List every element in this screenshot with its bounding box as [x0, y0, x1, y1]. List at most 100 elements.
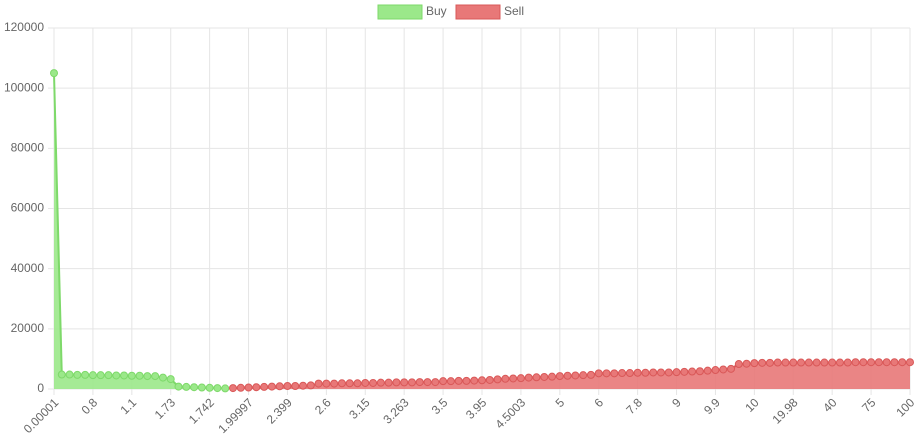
legend-swatch [455, 4, 501, 20]
data-point [711, 366, 720, 375]
data-point [415, 378, 424, 387]
x-tick-label: 1.99997 [215, 395, 256, 436]
legend-label: Buy [426, 4, 447, 18]
data-point [695, 367, 704, 376]
data-point [166, 375, 175, 384]
data-point [610, 369, 619, 378]
data-point [633, 368, 642, 377]
data-point [540, 372, 549, 381]
data-point [509, 374, 518, 383]
data-point [524, 373, 533, 382]
data-point [851, 358, 860, 367]
data-point [267, 382, 276, 391]
data-point [797, 358, 806, 367]
area-fill [54, 73, 226, 389]
data-point [906, 358, 914, 367]
data-point [73, 370, 82, 379]
data-point [283, 381, 292, 390]
data-point [120, 371, 129, 380]
data-point [594, 369, 603, 378]
data-point [859, 358, 868, 367]
x-tick-label: 3.95 [463, 395, 490, 422]
data-point [143, 372, 152, 381]
data-point [758, 358, 767, 367]
data-point [742, 359, 751, 368]
data-point [88, 371, 97, 380]
data-point [828, 358, 837, 367]
data-point [260, 382, 269, 391]
data-point [213, 384, 222, 393]
data-point [843, 358, 852, 367]
x-tick-label: 0.00001 [21, 395, 62, 436]
data-point [532, 373, 541, 382]
y-tick-label: 60000 [11, 201, 45, 215]
data-point [563, 371, 572, 380]
x-tick-label: 6 [591, 395, 606, 410]
data-point [898, 358, 907, 367]
data-point [734, 360, 743, 369]
data-point [641, 368, 650, 377]
data-point [602, 369, 611, 378]
y-tick-label: 80000 [11, 141, 45, 155]
data-point [835, 358, 844, 367]
data-point [353, 379, 362, 388]
x-tick-label: 0.8 [79, 395, 101, 417]
data-point [112, 371, 121, 380]
data-point [236, 383, 245, 392]
data-point [649, 368, 658, 377]
legend-swatch [377, 4, 423, 20]
x-tick-label: 1.1 [117, 395, 139, 417]
data-point [369, 378, 378, 387]
data-point [664, 368, 673, 377]
series-line [53, 73, 226, 390]
data-point [478, 376, 486, 385]
data-point [501, 374, 510, 383]
x-tick-label: 40 [820, 395, 840, 415]
y-tick-label: 40000 [11, 261, 45, 275]
data-point [555, 372, 564, 381]
data-point [244, 383, 253, 392]
data-point [151, 372, 160, 381]
data-point [221, 384, 230, 393]
data-point [579, 371, 588, 380]
data-point [306, 381, 315, 390]
x-tick-label: 9 [669, 395, 684, 410]
data-point [65, 370, 74, 379]
data-point [789, 358, 798, 367]
legend-label: Sell [504, 4, 524, 18]
data-point [750, 359, 759, 368]
data-point [291, 381, 300, 390]
data-point [548, 372, 557, 381]
x-tick-label: 7.8 [623, 395, 645, 417]
data-point [228, 384, 237, 393]
data-point [680, 367, 689, 376]
y-tick-label: 20000 [11, 321, 45, 335]
data-point [127, 371, 136, 380]
data-point [812, 358, 821, 367]
x-tick-label: 2.399 [264, 395, 295, 426]
data-point [96, 371, 105, 380]
data-point [719, 365, 728, 374]
x-tick-label: 75 [859, 395, 879, 415]
data-point [174, 382, 183, 391]
data-point [804, 358, 813, 367]
data-point [330, 379, 339, 388]
data-point [337, 379, 346, 388]
data-point [275, 382, 284, 391]
data-point [882, 358, 891, 367]
data-point [205, 383, 214, 392]
x-tick-label: 100 [893, 395, 917, 419]
data-point [493, 375, 502, 384]
x-tick-label: 3.5 [429, 395, 451, 417]
data-point [672, 368, 681, 377]
data-point [400, 378, 409, 387]
x-tick-label: 2.6 [312, 395, 334, 417]
data-point [392, 378, 401, 387]
data-point [322, 379, 331, 388]
data-point [867, 358, 876, 367]
data-point [423, 378, 432, 387]
data-point [376, 378, 385, 387]
data-point [314, 379, 323, 388]
data-point [703, 366, 712, 375]
x-tick-label: 9.9 [701, 395, 723, 417]
